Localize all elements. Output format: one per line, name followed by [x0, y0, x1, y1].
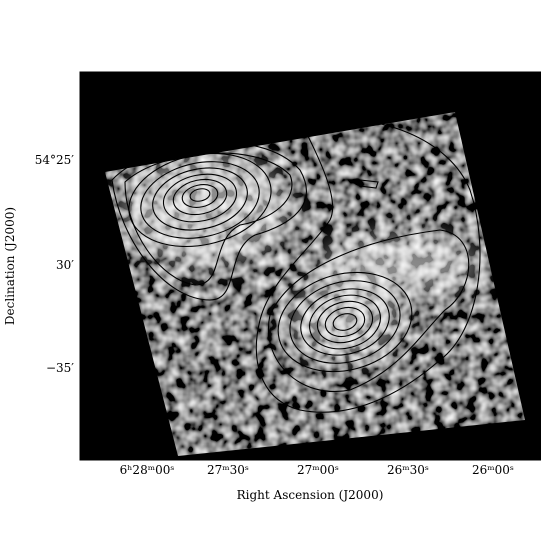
x-tick-label: 27ᵐ00ˢ	[297, 463, 339, 477]
y-tick-label: 54°25′	[35, 153, 75, 167]
x-tick-label: 26ᵐ30ˢ	[387, 463, 429, 477]
x-tick-label: 26ᵐ00ˢ	[472, 463, 514, 477]
x-tick-label: 27ᵐ30ˢ	[207, 463, 249, 477]
x-tick-label: 6ʰ28ᵐ00ˢ	[120, 463, 175, 477]
x-axis-label: Right Ascension (J2000)	[237, 488, 384, 502]
frame	[79, 71, 541, 461]
y-tick-label: 30′	[56, 258, 74, 272]
contours	[111, 117, 481, 413]
y-axis-label: Declination (J2000)	[3, 207, 17, 325]
y-tick-label: −35′	[46, 361, 74, 375]
